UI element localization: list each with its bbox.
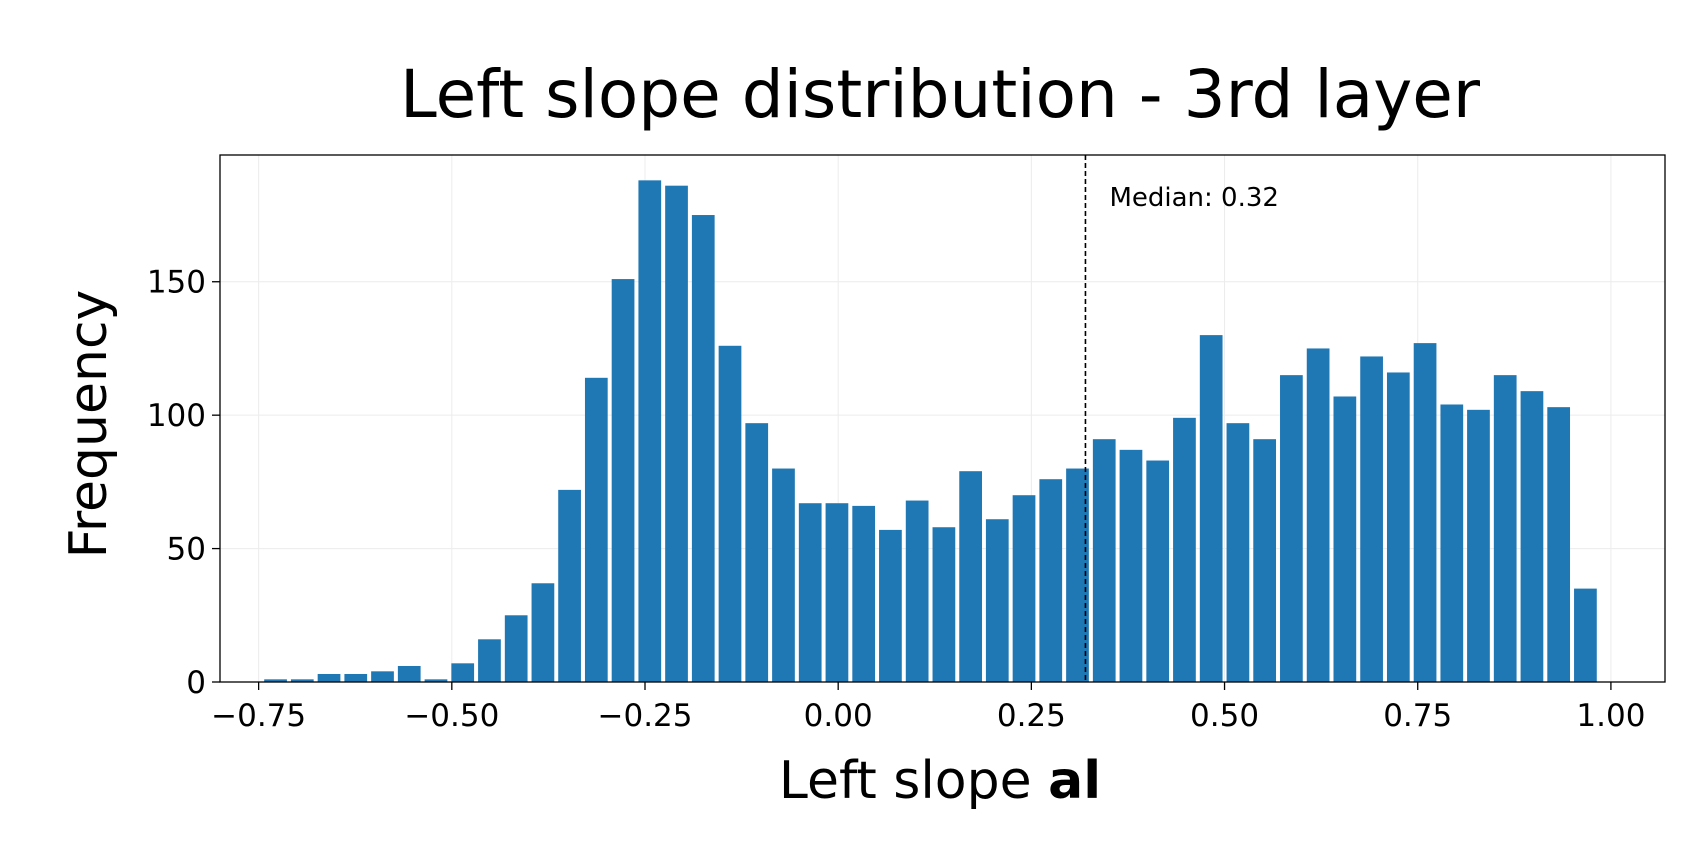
bar (1360, 356, 1383, 682)
x-tick-label: 0.75 (1383, 698, 1452, 734)
bar (772, 468, 795, 682)
bar (397, 665, 421, 682)
bar (1039, 479, 1063, 682)
bar (1413, 343, 1437, 682)
bar (317, 673, 341, 682)
bar (1092, 439, 1116, 682)
bar (1119, 449, 1143, 682)
bar (1493, 375, 1517, 682)
x-axis-label-prefix: Left slope (779, 751, 1048, 811)
bar (1574, 588, 1597, 682)
bar (584, 377, 608, 682)
bar (611, 279, 635, 682)
plot-frame (219, 154, 1666, 683)
bar (1547, 407, 1571, 682)
y-tick-label: 100 (147, 398, 206, 434)
y-tick-label: 50 (167, 532, 206, 568)
bar (1199, 335, 1223, 682)
bar (264, 679, 287, 682)
bar (798, 503, 822, 682)
x-tick-label: −0.25 (598, 698, 693, 734)
bar (985, 519, 1009, 682)
y-axis-label: Frequency (59, 290, 119, 559)
bar (531, 583, 555, 682)
bar (504, 615, 528, 682)
x-axis-label-bold: al (1048, 751, 1101, 811)
bar (1280, 375, 1303, 682)
bar (1520, 391, 1544, 682)
x-tick-label: −0.50 (404, 698, 499, 734)
bar (1173, 417, 1196, 682)
x-axis-label: Left slope al (779, 751, 1101, 811)
bar (691, 215, 715, 683)
bar (1066, 468, 1089, 682)
bar (959, 471, 982, 682)
bar (558, 489, 581, 682)
bar (665, 185, 688, 682)
bar (745, 423, 769, 682)
bar (1333, 396, 1357, 682)
y-axis-ticks: 0 50 100 150 (147, 265, 220, 701)
bar (1012, 495, 1036, 682)
x-axis-ticks: −0.75 −0.50 −0.25 0.00 0.25 0.50 0.75 1.00 (211, 682, 1645, 734)
bar (1306, 348, 1330, 682)
bar (1386, 372, 1410, 682)
x-tick-label: 0.00 (804, 698, 873, 734)
bars (264, 180, 1597, 683)
bar (638, 180, 662, 682)
bar (879, 529, 902, 682)
bar (852, 505, 876, 682)
bar (1226, 423, 1250, 682)
y-tick-label: 150 (147, 265, 206, 301)
median-label: Median: 0.32 (1109, 183, 1278, 213)
bar (1146, 460, 1170, 682)
bar (825, 503, 849, 682)
x-tick-label: 0.25 (997, 698, 1066, 734)
bar (905, 500, 929, 682)
bar (932, 527, 956, 682)
bar (1253, 439, 1277, 682)
bar (371, 671, 394, 682)
bar (451, 663, 475, 682)
bar (1467, 409, 1490, 682)
bar (290, 679, 314, 682)
bar (1440, 404, 1464, 682)
y-tick-label: 0 (186, 665, 206, 701)
x-tick-label: 1.00 (1576, 698, 1645, 734)
chart-title: Left slope distribution - 3rd layer (400, 56, 1481, 133)
x-tick-label: −0.75 (211, 698, 306, 734)
bar (718, 345, 742, 682)
bar (424, 679, 448, 682)
x-tick-label: 0.50 (1190, 698, 1259, 734)
bar (478, 639, 501, 682)
bar (344, 673, 368, 682)
